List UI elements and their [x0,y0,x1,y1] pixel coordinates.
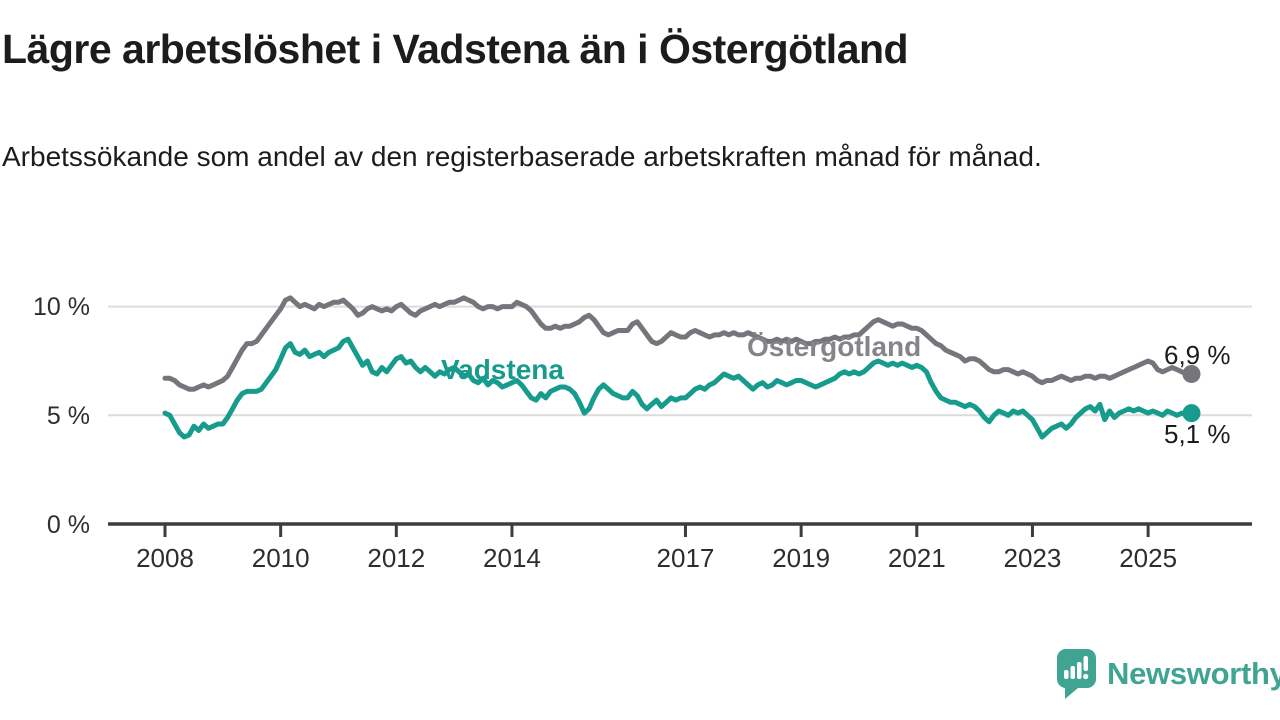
end-value-label-vadstena: 5,1 % [1164,419,1231,449]
x-axis-label: 2019 [772,543,831,573]
x-axis [108,522,1252,537]
x-axis-label: 2010 [251,543,310,573]
chart-series-lines [162,295,1201,440]
y-axis-label-0: 0 % [46,511,90,539]
x-axis-label: 2017 [656,543,715,573]
page-title: Lägre arbetslöshet i Vadstena än i Öster… [2,26,909,72]
series-label-vadstena: Vadstena [441,354,564,385]
newsworthy-logo-text: Newsworthy [1107,656,1280,691]
x-axis-label: 2023 [1003,543,1062,573]
end-value-label-ostergotland: 6,9 % [1164,340,1231,370]
y-axis-label-5: 5 % [46,402,90,430]
x-axis-label: 2008 [136,543,194,573]
x-axis-label: 2025 [1119,543,1178,573]
x-axis-label: 2021 [887,543,946,573]
y-axis-label-10: 10 % [33,293,90,321]
chart-subtitle: Arbetssökande som andel av den registerb… [2,141,1042,172]
x-axis-label: 2014 [483,543,541,573]
newsworthy-speech-bubble-icon [1056,648,1096,699]
x-axis-label: 2012 [367,543,426,573]
series-label-ostergotland: Östergötland [747,331,922,362]
newsworthy-logo: Newsworthy [1056,646,1280,702]
